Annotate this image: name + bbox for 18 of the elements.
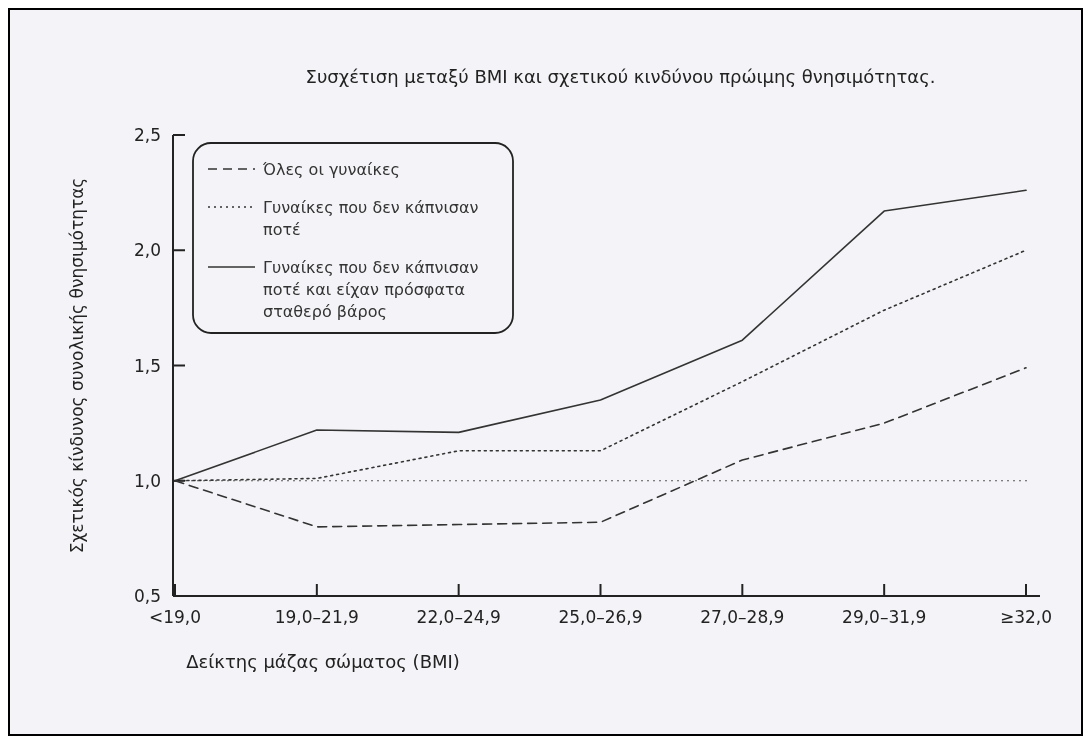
x-tick-label: 29,0–31,9: [842, 607, 927, 627]
y-tick-label: 2,5: [133, 125, 161, 145]
y-tick-label: 1,0: [133, 470, 161, 491]
legend-label: Γυναίκες που δεν κάπνισαν ποτέ: [263, 198, 479, 239]
x-tick-label: 25,0–26,9: [558, 607, 643, 627]
x-tick-label: 19,0–21,9: [274, 607, 359, 627]
y-axis-title: Σχετικός κίνδυνος συνολικής θνησιμότητας: [67, 177, 87, 554]
x-axis-title: Δείκτης μάζας σώματος (BMI): [186, 651, 460, 672]
y-tick-label: 1,5: [133, 355, 161, 376]
x-tick-label: 22,0–24,9: [416, 607, 501, 627]
chart-title: Συσχέτιση μεταξύ BMI και σχετικού κινδύνου πρώιμης θνησιμότητας.: [305, 66, 936, 87]
x-tick-label: 27,0–28,9: [700, 607, 785, 627]
legend-label: Όλες οι γυναίκες: [262, 160, 400, 179]
x-tick-label: ≥32,0: [999, 607, 1053, 627]
y-tick-label: 2,0: [133, 240, 161, 261]
x-tick-label: <19,0: [148, 607, 202, 627]
y-tick-label: 0,5: [133, 586, 161, 606]
legend-label: Γυναίκες που δεν κάπνισαν ποτέ και είχαν πρόσφατα σταθερό βάρος: [263, 258, 479, 321]
